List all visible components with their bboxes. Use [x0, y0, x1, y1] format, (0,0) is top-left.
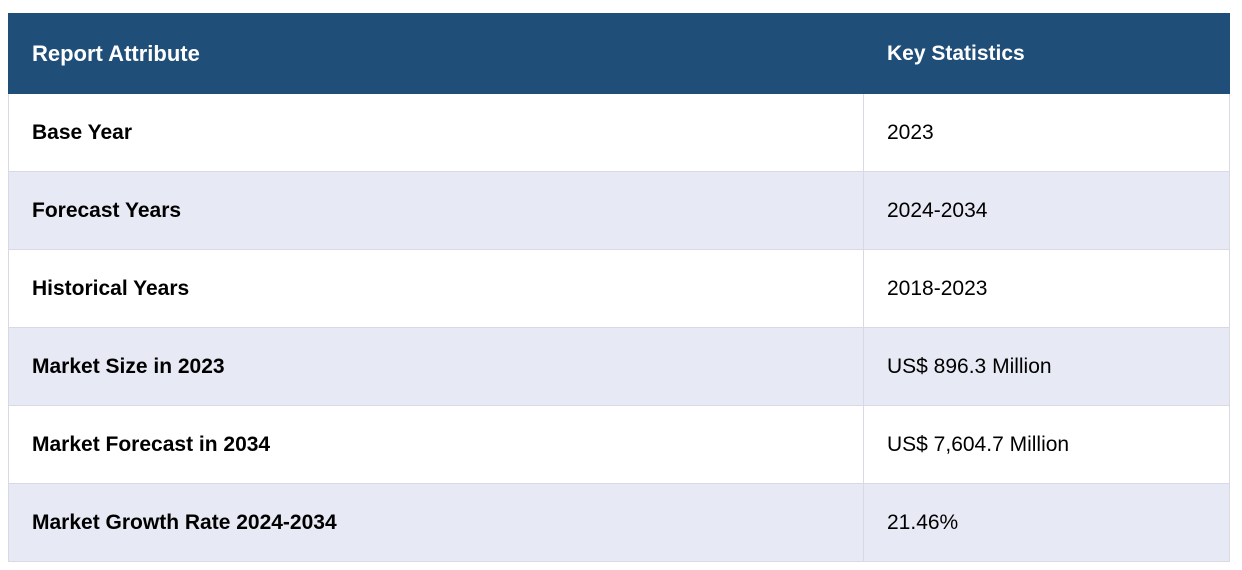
row: Market Size in 2023 US$ 896.3 Million: [8, 327, 1230, 406]
value-cell: US$ 7,604.7 Million: [863, 405, 1230, 484]
row: Market Forecast in 2034 US$ 7,604.7 Milli…: [8, 405, 1230, 484]
header-cell: Report Attribute: [8, 13, 864, 94]
row: Base Year 2023: [8, 93, 1230, 172]
value-cell: US$ 896.3 Million: [863, 327, 1230, 406]
attribute-cell: Base Year: [8, 93, 864, 172]
table-body: Base Year 2023 Forecast Years 2024-2034 Hist…: [8, 93, 1230, 562]
attribute-cell: Historical Years: [8, 249, 864, 328]
attribute-cell: Market Size in 2023: [8, 327, 864, 406]
header-cell: Key Statistics: [863, 13, 1230, 94]
value-cell: 2018-2023: [863, 249, 1230, 328]
stats-table: Report Attribute Key Statistics Base Yea…: [8, 13, 1230, 562]
value-cell: 2023: [863, 93, 1230, 172]
header-row: Report Attribute Key Statistics: [8, 13, 1230, 94]
value-cell: 2024-2034: [863, 171, 1230, 250]
attribute-cell: Forecast Years: [8, 171, 864, 250]
row: Historical Years 2018-2023: [8, 249, 1230, 328]
attribute-cell: Market Growth Rate 2024-2034: [8, 483, 864, 562]
attribute-cell: Market Forecast in 2034: [8, 405, 864, 484]
row: Forecast Years 2024-2034: [8, 171, 1230, 250]
value-cell: 21.46%: [863, 483, 1230, 562]
row: Market Growth Rate 2024-2034 21.46%: [8, 483, 1230, 562]
